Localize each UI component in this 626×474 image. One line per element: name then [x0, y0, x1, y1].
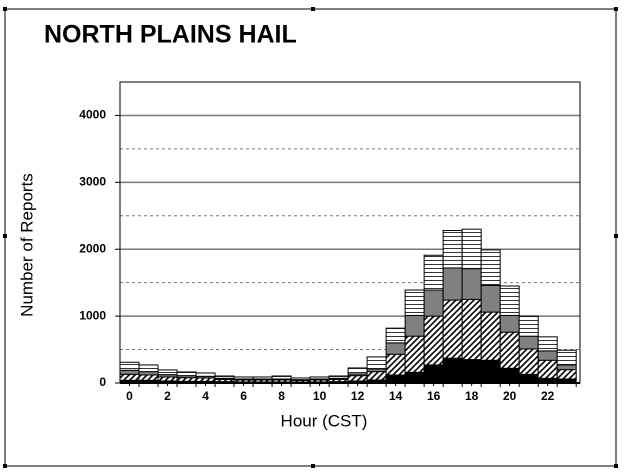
bar-segment — [385, 327, 406, 344]
bars — [119, 228, 577, 384]
bar-segment — [556, 369, 577, 380]
bar-segment — [442, 299, 463, 359]
y-tick-label: 3000 — [79, 175, 106, 189]
bar-segment — [366, 356, 387, 370]
y-tick-label: 0 — [99, 375, 106, 389]
bar-segment — [537, 336, 558, 352]
bar-segment — [157, 376, 178, 382]
x-tick-label: 12 — [351, 389, 365, 403]
bar-segment — [518, 335, 539, 350]
bar-segment — [119, 369, 140, 375]
bar-segment — [347, 375, 368, 382]
bar-segment — [385, 374, 406, 384]
chart-title: NORTH PLAINS HAIL — [44, 21, 297, 49]
bar-segment — [423, 364, 444, 384]
x-tick-label: 0 — [126, 389, 133, 403]
bar-segment — [518, 315, 539, 337]
axes: 0 1000 2000 3000 4000 0 2 4 6 8 10 12 14 16 18 20 22 — [79, 81, 581, 403]
bar-segment — [404, 371, 425, 384]
bar-segment — [404, 289, 425, 316]
x-tick-label: 20 — [503, 389, 517, 403]
bar-segment — [423, 254, 444, 291]
x-tick-label: 2 — [164, 389, 171, 403]
bar-segment — [499, 367, 520, 384]
bar-segment — [518, 373, 539, 384]
x-tick-label: 10 — [313, 389, 327, 403]
bar-segment — [404, 314, 425, 337]
bar-segment — [119, 361, 140, 371]
bar-segment — [233, 376, 254, 380]
y-tick-label: 1000 — [79, 308, 106, 322]
bar-segment — [461, 268, 482, 300]
bar-segment — [537, 350, 558, 361]
bar-segment — [252, 376, 273, 380]
y-tick-label: 4000 — [79, 108, 106, 122]
bar-segment — [404, 335, 425, 373]
x-tick-label: 22 — [541, 389, 555, 403]
y-tick-label: 2000 — [79, 241, 106, 255]
bar-segment — [461, 228, 482, 270]
bar-segment — [442, 229, 463, 269]
bar-segment — [290, 377, 311, 381]
x-tick-label: 8 — [278, 389, 285, 403]
bar-segment — [556, 364, 577, 371]
bar-segment — [480, 311, 501, 361]
bar-segment — [214, 375, 235, 379]
x-tick-label: 14 — [389, 389, 403, 403]
x-tick-label: 4 — [202, 389, 209, 403]
bar-segment — [119, 373, 140, 381]
bar-segment — [385, 342, 406, 355]
bar-segment — [157, 369, 178, 376]
bar-segment — [309, 376, 330, 380]
bar-segment — [423, 315, 444, 366]
y-axis-label: Number of Reports — [17, 173, 36, 317]
bar-segment — [195, 372, 216, 377]
bar-segment — [385, 353, 406, 376]
bar-segment — [138, 374, 159, 381]
bar-segment — [176, 377, 197, 382]
bar-segment — [461, 298, 482, 361]
selection-handles — [3, 7, 618, 468]
bar-segment — [518, 348, 539, 375]
bar-segment — [499, 285, 520, 316]
bar-segment — [176, 371, 197, 377]
x-axis-label: Hour (CST) — [281, 411, 368, 430]
bar-segment — [499, 331, 520, 369]
bar-segment — [366, 371, 387, 381]
bar-segment — [138, 364, 159, 373]
bar-segment — [480, 359, 501, 384]
bar-segment — [271, 375, 292, 380]
bar-segment — [442, 357, 463, 384]
x-tick-label: 18 — [465, 389, 479, 403]
bar-segment — [442, 267, 463, 301]
bar-segment — [480, 249, 501, 286]
bar-segment — [138, 371, 159, 376]
bar-segment — [461, 359, 482, 384]
bar-segment — [347, 367, 368, 375]
bar-segment — [556, 349, 577, 366]
bar-segment — [195, 377, 216, 382]
x-tick-label: 16 — [427, 389, 441, 403]
bar-segment — [328, 375, 349, 379]
bar-segment — [499, 314, 520, 333]
x-tick-label: 6 — [240, 389, 247, 403]
bar-segment — [537, 359, 558, 379]
bar-segment — [480, 284, 501, 313]
bar-segment — [423, 289, 444, 317]
